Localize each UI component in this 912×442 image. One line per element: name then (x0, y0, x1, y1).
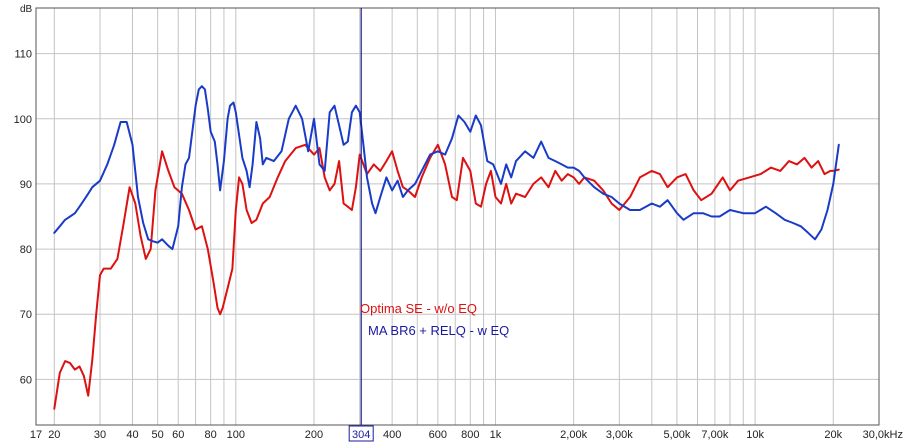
cursor-label[interactable]: 304 (352, 429, 370, 441)
series-line-ma-br6-relq (53, 85, 840, 251)
x-tick-label: 800 (461, 429, 479, 441)
plot-background (36, 8, 879, 425)
x-tick-label: 20 (48, 429, 60, 441)
legend-entry-optima: Optima SE - w/o EQ (360, 301, 477, 316)
x-tick-label: 30 (94, 429, 106, 441)
x-tick-label: 30,0kHz (863, 429, 903, 441)
x-tick-label: 7,00k (701, 429, 728, 441)
x-tick-label: 80 (205, 429, 217, 441)
x-tick-label: 2,00k (560, 429, 587, 441)
legend-entry-ma-br6: MA BR6 + RELQ - w EQ (368, 323, 509, 338)
y-tick-label: 80 (20, 244, 32, 256)
cursor-label-box[interactable] (348, 425, 374, 442)
plot-frame (35, 7, 880, 426)
x-tick-label: 20k (824, 429, 842, 441)
x-tick-label: 600 (429, 429, 447, 441)
y-tick-label: 90 (20, 179, 32, 191)
x-tick-label: 100 (227, 429, 245, 441)
x-tick-label: 17 (30, 429, 42, 441)
legend: Optima SE - w/o EQ MA BR6 + RELQ - w EQ (360, 301, 509, 338)
x-tick-label: 400 (383, 429, 401, 441)
x-tick-label: 5,00k (663, 429, 690, 441)
x-tick-label: 10k (746, 429, 764, 441)
y-tick-label: 60 (20, 374, 32, 386)
x-tick-label: 50 (152, 429, 164, 441)
series-lines (53, 85, 840, 410)
series-line-optima-se (53, 143, 840, 410)
y-tick-label: 110 (14, 49, 32, 61)
x-tick-label: 200 (305, 429, 323, 441)
y-axis-ticks: 60 70 80 90 100 110 (14, 49, 32, 387)
cursor-marker[interactable]: 304 (348, 425, 374, 442)
grid (36, 8, 879, 425)
x-tick-label: 1k (490, 429, 502, 441)
x-axis-ticks: 172030405060801002003004006008001k2,00k3… (30, 429, 903, 441)
x-tick-label: 40 (126, 429, 138, 441)
y-tick-label: 100 (14, 114, 32, 126)
x-tick-label: 60 (172, 429, 184, 441)
y-axis-label: dB (20, 4, 33, 15)
y-tick-label: 70 (20, 309, 32, 321)
x-tick-label: 3,00k (606, 429, 633, 441)
